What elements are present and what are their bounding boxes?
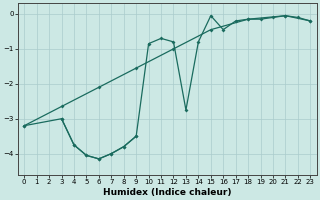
X-axis label: Humidex (Indice chaleur): Humidex (Indice chaleur) (103, 188, 232, 197)
